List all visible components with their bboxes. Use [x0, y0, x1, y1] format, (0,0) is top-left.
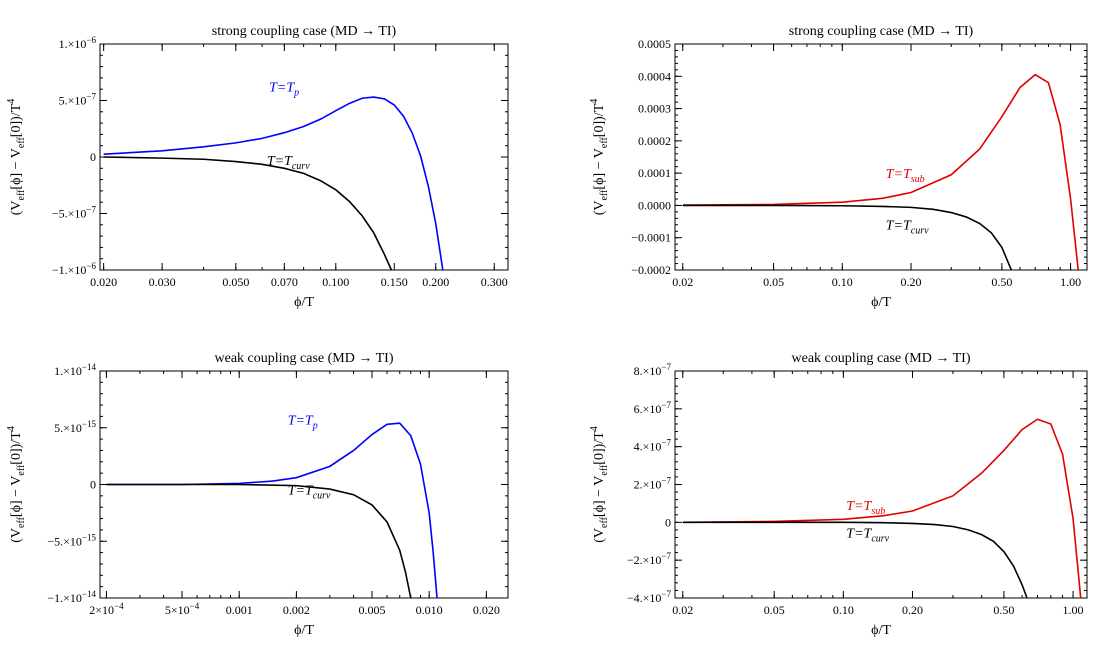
plot-frame [674, 43, 1088, 271]
y-tick-label: 5.×10−7 [59, 92, 97, 108]
y-tick-label: 2.×10−7 [634, 476, 672, 492]
y-axis-label: (Veff[ϕ] − Veff[0])/T4 [589, 426, 610, 543]
x-tick-label: 0.05 [764, 603, 785, 617]
y-tick-label: 0 [90, 150, 96, 164]
y-tick-label: 0.0000 [638, 198, 671, 212]
x-tick-label: 0.02 [672, 275, 693, 289]
y-tick-label: 8.×10−7 [634, 362, 672, 378]
x-tick-label: 0.50 [991, 275, 1012, 289]
series-label: T=Tcurv [288, 484, 331, 502]
y-tick-label: 1.×10−14 [54, 362, 96, 378]
x-tick-label: 0.300 [481, 275, 508, 289]
x-tick-label: 5×10−4 [165, 601, 200, 617]
y-tick-label: 5.×10−15 [54, 419, 96, 435]
series-line-curv [106, 483, 412, 599]
y-tick-label: −0.0001 [631, 231, 671, 245]
series-label: T=Tp [288, 413, 318, 431]
series-label: T=Tcurv [886, 219, 929, 237]
x-tick-label: 1.00 [1063, 603, 1084, 617]
series-label: T=Tcurv [267, 154, 310, 172]
y-tick-label: 0 [90, 478, 96, 492]
series-label: T=Tsub [886, 167, 925, 185]
series-line-p [106, 422, 438, 599]
y-tick-label: −2.×10−7 [627, 551, 672, 567]
x-tick-label: 0.150 [381, 275, 408, 289]
x-tick-label: 0.010 [416, 603, 443, 617]
y-tick-label: 0.0003 [638, 102, 671, 116]
series-line-p [103, 96, 444, 271]
x-tick-label: 0.020 [473, 603, 500, 617]
y-tick-label: 6.×10−7 [634, 400, 672, 416]
x-tick-label: 0.10 [833, 603, 854, 617]
chart-title: strong coupling case (MD → TI) [212, 24, 397, 39]
x-axis-label: ϕ/T [871, 623, 891, 638]
y-axis-label: (Veff[ϕ] − Veff[0])/T4 [6, 426, 27, 543]
plot-frame [99, 43, 509, 271]
x-tick-label: 0.002 [283, 603, 310, 617]
series-label: T=Tsub [846, 499, 885, 517]
chart-panel-1: strong coupling case (MD → TI) 0.020 0.030… [6, 24, 509, 310]
series-line-sub [682, 418, 1082, 599]
x-tick-label: 2×10−4 [89, 601, 124, 617]
series-line-sub [682, 73, 1080, 271]
chart-title: strong coupling case (MD → TI) [789, 24, 974, 39]
y-tick-label: 4.×10−7 [634, 438, 672, 454]
x-tick-label: 0.02 [672, 603, 693, 617]
y-tick-label: 0.0001 [638, 166, 671, 180]
y-tick-label: −0.0002 [631, 263, 671, 277]
x-axis-label: ϕ/T [294, 623, 314, 638]
x-axis-label: ϕ/T [294, 295, 314, 310]
x-tick-label: 0.100 [322, 275, 349, 289]
x-tick-label: 0.050 [222, 275, 249, 289]
y-tick-label: −1.×10−6 [52, 261, 97, 277]
chart-panel-2: strong coupling case (MD → TI) 0.02 0.05 0.… [589, 24, 1088, 310]
x-tick-label: 1.00 [1060, 275, 1081, 289]
x-tick-label: 0.05 [763, 275, 784, 289]
y-tick-label: 0.0002 [638, 134, 671, 148]
series-line-curv [682, 204, 1013, 271]
y-tick-label: 0.0004 [638, 69, 671, 83]
chart-title: weak coupling case (MD → TI) [215, 351, 394, 366]
series-line-curv [103, 156, 393, 271]
x-tick-label: 0.200 [422, 275, 449, 289]
x-tick-label: 0.020 [90, 275, 117, 289]
y-tick-label: 1.×10−6 [59, 35, 97, 51]
x-tick-label: 0.50 [993, 603, 1014, 617]
chart-title: weak coupling case (MD → TI) [792, 351, 971, 366]
y-tick-label: 0.0005 [638, 37, 671, 51]
y-axis-label: (Veff[ϕ] − Veff[0])/T4 [6, 99, 27, 216]
chart-panel-3: weak coupling case (MD → TI) 2×10−4 5×10−4… [6, 351, 509, 638]
x-tick-label: 0.001 [226, 603, 253, 617]
x-tick-label: 0.20 [902, 603, 923, 617]
plot-frame [674, 370, 1088, 599]
series-label: T=Tp [269, 80, 299, 98]
x-tick-label: 0.070 [271, 275, 298, 289]
y-tick-label: −4.×10−7 [627, 589, 672, 605]
x-tick-label: 0.005 [358, 603, 385, 617]
y-tick-label: −5.×10−15 [47, 532, 96, 548]
x-axis-label: ϕ/T [871, 295, 891, 310]
x-tick-label: 0.10 [832, 275, 853, 289]
y-axis-label: (Veff[ϕ] − Veff[0])/T4 [589, 99, 610, 216]
series-label: T=Tcurv [846, 526, 889, 544]
y-tick-label: 0 [665, 515, 671, 529]
series-line-curv [682, 521, 1028, 599]
y-tick-label: −1.×10−14 [47, 589, 96, 605]
x-tick-label: 0.20 [901, 275, 922, 289]
x-tick-label: 0.030 [149, 275, 176, 289]
chart-panel-4: weak coupling case (MD → TI) 0.02 0.05 0.10… [589, 351, 1088, 638]
y-tick-label: −5.×10−7 [52, 205, 97, 221]
